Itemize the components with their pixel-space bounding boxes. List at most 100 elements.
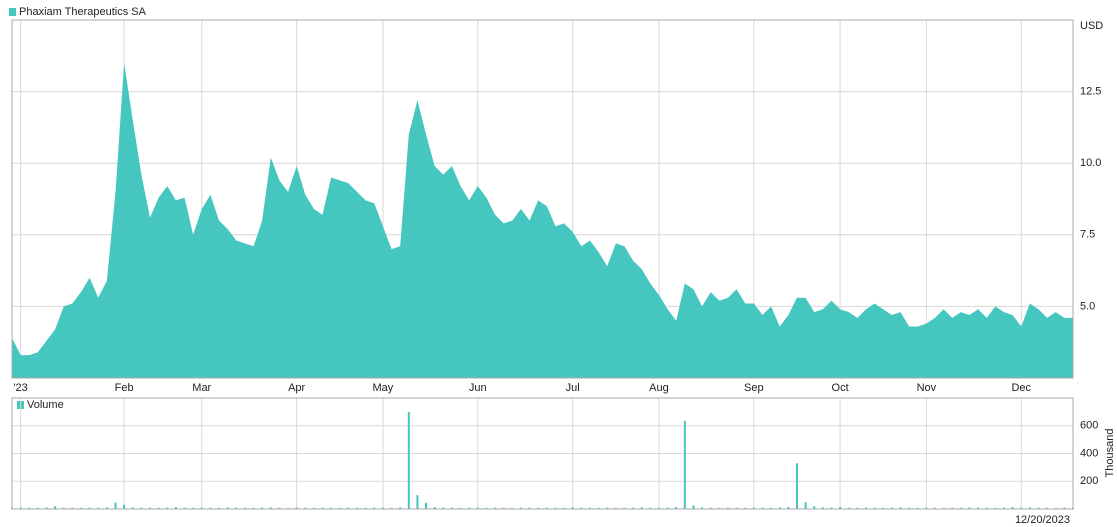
volume-bar [839,506,842,509]
volume-bar [28,507,31,509]
volume-bar [519,507,522,509]
volume-bar [580,507,583,509]
volume-bar [1046,507,1049,509]
volume-bar [666,507,669,509]
volume-bar [105,507,108,509]
volume-bar [1020,507,1023,509]
volume-bar [45,507,48,509]
volume-bar [97,507,100,509]
volume-bar [994,507,997,509]
volume-bar [131,507,134,509]
volume-bar [433,506,436,509]
y-tick-label: 12.5 [1080,86,1101,98]
volume-bar [597,507,600,509]
x-tick-label: Dec [1011,382,1031,394]
x-tick-label: May [373,382,394,394]
x-tick-label: Nov [917,382,937,394]
volume-bar [321,507,324,509]
price-area [12,62,1073,379]
volume-bar [1063,507,1066,509]
volume-bar [640,507,643,509]
x-tick-label: Sep [744,382,764,394]
volume-bar [62,507,65,509]
volume-bar [1011,506,1014,509]
plot-frame [11,397,1074,510]
volume-bar [899,507,902,509]
volume-bar [278,507,281,509]
x-tick-label: '23 [13,382,27,394]
volume-bar [649,507,652,509]
legend-swatch [9,8,16,16]
x-tick-label: Apr [288,382,305,394]
volume-bar [252,507,255,509]
volume-bar [873,507,876,509]
volume-bar [692,505,695,509]
volume-bar [450,507,453,509]
volume-bar [80,507,83,509]
volume-bar [200,507,203,509]
volume-bar [36,507,39,509]
volume-bar [390,507,393,509]
volume-bar [166,507,169,509]
volume-bar [1002,507,1005,509]
volume-bar [804,502,807,509]
volume-bar [364,507,367,509]
volume-bar [425,502,428,509]
volume-bar [71,507,74,509]
legend-label: Phaxiam Therapeutics SA [19,6,147,18]
volume-bar [977,507,980,509]
volume-bar [744,507,747,509]
volume-bar [269,507,272,509]
y-tick-label: 600 [1080,420,1098,432]
volume-bar [787,506,790,509]
volume-bar [295,507,298,509]
volume-bar [494,507,497,509]
last-date: 12/20/2023 [1015,514,1070,526]
volume-bar [459,507,462,509]
volume-bar [770,507,773,509]
volume-bar [778,507,781,509]
volume-bar [149,507,152,509]
volume-bar [908,507,911,509]
volume-bar [795,463,798,509]
volume-bar [623,507,626,509]
volume-bar [54,506,57,509]
volume-bar [123,504,126,509]
volume-bar [942,507,945,509]
volume-bar [502,507,505,509]
volume-bar [356,507,359,509]
x-tick-label: Jul [566,382,580,394]
volume-bar [209,507,212,509]
volume-bar [407,411,410,509]
volume-bar [709,507,712,509]
volume-bar [140,507,143,509]
volume-bar [761,507,764,509]
volume-bar [347,507,350,509]
volume-bar [1037,507,1040,509]
volume-bar [554,507,557,509]
volume-bar [985,507,988,509]
volume-bar [218,507,221,509]
y-unit: Thousand [1104,429,1116,478]
x-tick-label: Feb [115,382,134,394]
volume-bar [243,507,246,509]
volume-bar [114,502,117,509]
x-tick-label: Aug [649,382,669,394]
volume-bar [882,507,885,509]
volume-bar [571,507,574,509]
volume-bar [925,507,928,509]
volume-bar [261,507,264,509]
volume-bar [813,506,816,509]
volume-bar [588,507,591,509]
volume-bar [821,507,824,509]
volume-bar [830,507,833,509]
volume-bar [951,507,954,509]
volume-bar [157,507,160,509]
volume-bar [192,507,195,509]
volume-bar [381,507,384,509]
volume-bar [183,507,186,509]
volume-bar [88,507,91,509]
volume-bar [468,507,471,509]
